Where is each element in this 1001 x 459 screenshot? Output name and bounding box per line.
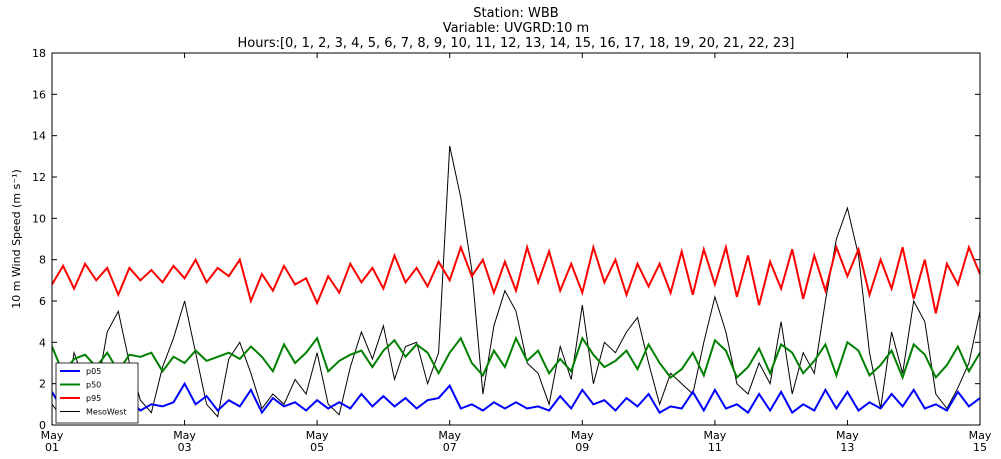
y-tick-label: 14: [32, 130, 46, 143]
chart-title: Hours:[0, 1, 2, 3, 4, 5, 6, 7, 8, 9, 10,…: [238, 36, 795, 51]
data-line: [52, 335, 980, 381]
x-tick-label: May 09: [571, 429, 594, 454]
legend-label: p50: [86, 381, 101, 390]
y-tick-label: 2: [39, 378, 46, 391]
legend-label: p05: [86, 367, 101, 376]
chart-title: Variable: UVGRD:10 m: [443, 21, 589, 36]
x-tick-label: May 05: [306, 429, 329, 454]
x-tick-label: May 13: [836, 429, 859, 454]
x-tick-label: May 07: [438, 429, 461, 454]
y-tick-label: 16: [32, 88, 46, 101]
x-tick-label: May 03: [173, 429, 196, 454]
y-tick-label: 6: [39, 295, 46, 308]
data-line: [52, 243, 980, 314]
legend-label: p95: [86, 394, 101, 403]
x-tick-label: May 01: [41, 429, 64, 454]
x-tick-label: May 11: [703, 429, 726, 454]
y-tick-label: 12: [32, 171, 46, 184]
data-line: [52, 381, 980, 415]
y-tick-label: 18: [32, 47, 46, 60]
legend-label: MesoWest: [86, 408, 127, 417]
legend-box: [55, 362, 139, 424]
chart-title: Station: WBB: [473, 6, 558, 21]
y-tick-label: 8: [39, 254, 46, 267]
y-tick-label: 4: [39, 336, 46, 349]
x-tick-label: May 15: [969, 429, 992, 454]
y-tick-label: 0: [39, 419, 46, 432]
data-line: [52, 145, 980, 421]
plot-frame: [51, 52, 981, 426]
y-axis-label: 10 m Wind Speed (m s⁻¹): [10, 169, 23, 309]
y-tick-label: 10: [32, 212, 46, 225]
